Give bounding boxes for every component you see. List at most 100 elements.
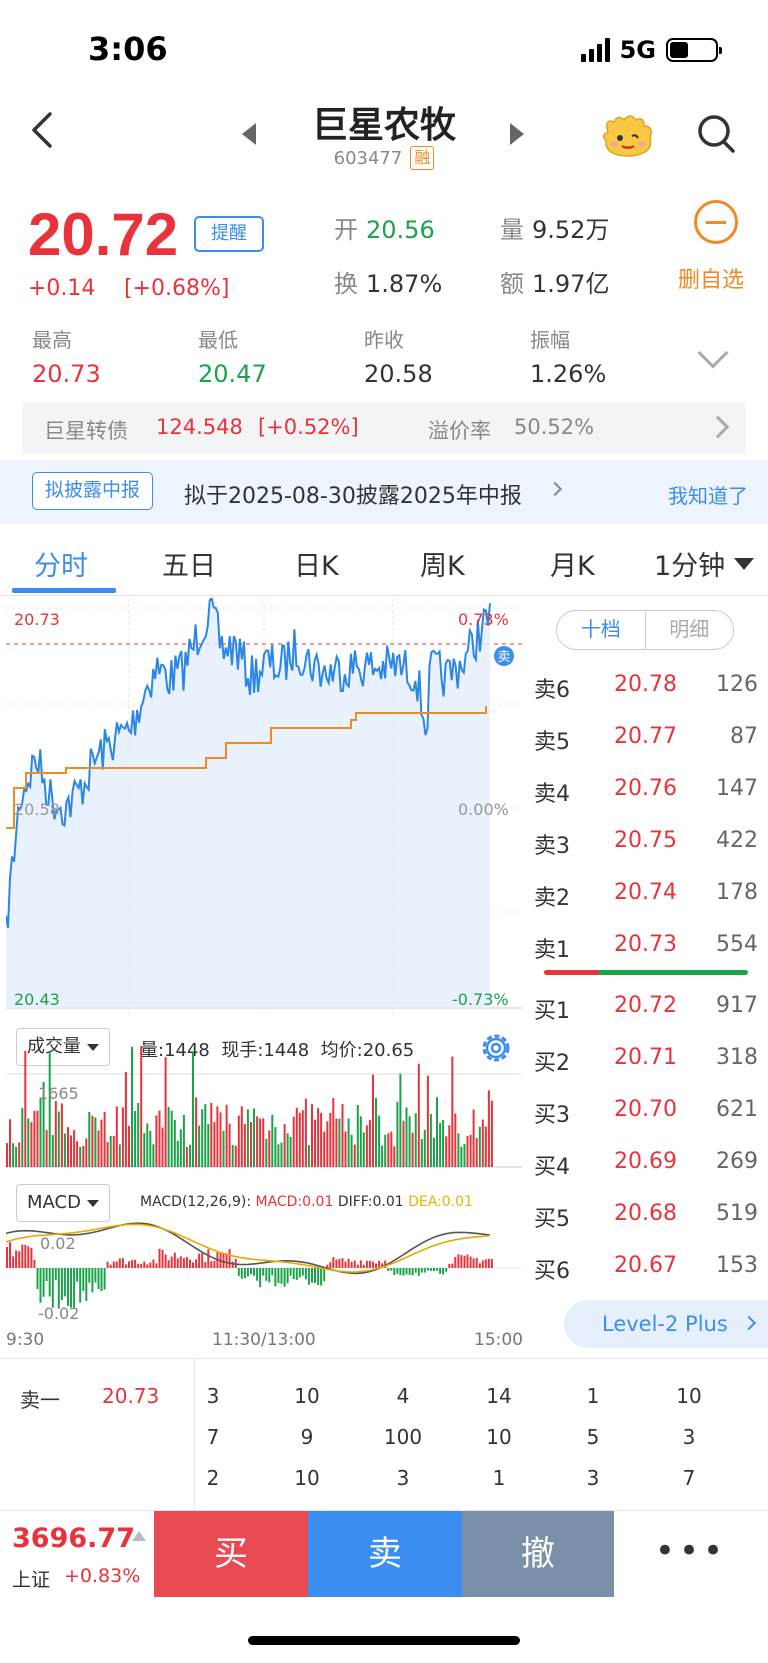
- macd-selector[interactable]: MACD: [16, 1184, 110, 1222]
- bid-row[interactable]: 买4 20.69 269: [534, 1149, 758, 1180]
- level-price: 20.69: [614, 1149, 677, 1174]
- volume-bars: [6, 1046, 522, 1168]
- price-line: [6, 598, 491, 929]
- chart-high-pct: 0.73%: [458, 610, 509, 629]
- dropdown-arrow-icon[interactable]: [734, 558, 754, 570]
- level-label: 卖3: [534, 834, 570, 859]
- bid-row[interactable]: 买3 20.70 621: [534, 1097, 758, 1128]
- ask-row[interactable]: 卖6 20.78 126: [534, 672, 758, 703]
- tab-five-day[interactable]: 五日: [162, 551, 216, 582]
- bid-row[interactable]: 买6 20.67 153: [534, 1253, 758, 1284]
- bid-row[interactable]: 买2 20.71 318: [534, 1045, 758, 1076]
- buy-button[interactable]: 买: [154, 1511, 308, 1597]
- ask-row[interactable]: 卖5 20.77 87: [534, 724, 758, 755]
- volume-max-label: 1665: [38, 1084, 79, 1103]
- level-price: 20.76: [614, 776, 677, 801]
- volume-info: 量:1448 现手:1448 均价:20.65: [140, 1040, 415, 1061]
- trade-size-cell: 3: [396, 1466, 410, 1490]
- prev-stock-icon[interactable]: [242, 123, 256, 145]
- sell-button[interactable]: 卖: [308, 1511, 462, 1597]
- trade-size-cell: 7: [206, 1425, 220, 1449]
- bond-price: 124.548: [156, 415, 243, 439]
- level-price: 20.68: [614, 1201, 677, 1226]
- cancel-order-button[interactable]: 撤: [462, 1511, 614, 1597]
- stock-code-row: 603477 融: [0, 146, 768, 170]
- home-indicator: [248, 1636, 520, 1645]
- index-up-arrow-icon: [132, 1531, 146, 1541]
- status-icons: 5G: [580, 36, 722, 64]
- level-volume: 917: [716, 993, 758, 1018]
- trade-size-cell: 100: [383, 1425, 423, 1449]
- trade-size-cell: 10: [294, 1466, 320, 1490]
- next-stock-icon[interactable]: [510, 123, 524, 145]
- time-midday: 11:30/13:00: [212, 1330, 316, 1350]
- trade-size-cell: 5: [586, 1425, 600, 1449]
- level2-button[interactable]: Level-2 Plus: [564, 1300, 768, 1348]
- chevron-right-icon: [547, 481, 563, 497]
- average-price-line: [6, 706, 487, 829]
- disclosure-notice[interactable]: 拟披露中报 拟于2025-08-30披露2025年中报 我知道了: [0, 460, 768, 524]
- level-volume: 178: [716, 880, 758, 905]
- settings-gear-icon[interactable]: [478, 1030, 514, 1066]
- time-close: 15:00: [474, 1330, 523, 1350]
- search-icon[interactable]: [696, 112, 736, 156]
- mascot-icon[interactable]: [600, 110, 656, 160]
- remove-watchlist-icon[interactable]: [694, 200, 738, 244]
- expand-chevron-icon[interactable]: [697, 337, 729, 369]
- level-volume: 554: [716, 932, 758, 957]
- notice-text[interactable]: 拟于2025-08-30披露2025年中报: [184, 484, 522, 509]
- prev-close-label: 昨收: [364, 328, 404, 352]
- ask-row[interactable]: 卖1 20.73 554: [534, 932, 758, 963]
- price-area: [6, 598, 490, 1008]
- trade-size-cell: 7: [682, 1466, 696, 1490]
- tab-one-minute[interactable]: 1分钟: [654, 551, 726, 582]
- sell-marker: 卖: [497, 650, 510, 665]
- trade-size-cell: 10: [676, 1384, 702, 1408]
- chart-low-pct: -0.73%: [452, 990, 509, 1009]
- ask-row[interactable]: 卖4 20.76 147: [534, 776, 758, 807]
- trade-size-cell: 1: [492, 1466, 506, 1490]
- chevron-right-icon: [741, 1315, 757, 1331]
- tab-intraday[interactable]: 分时: [34, 551, 88, 582]
- notice-tag: 拟披露中报: [32, 472, 154, 510]
- high-label: 最高: [32, 328, 72, 352]
- price-change: +0.14: [28, 276, 96, 301]
- remind-button[interactable]: 提醒: [194, 216, 264, 252]
- level-price: 20.71: [614, 1045, 677, 1070]
- tab-monthly-k[interactable]: 月K: [550, 551, 595, 582]
- signal-icon: [580, 38, 610, 62]
- bid-row[interactable]: 买1 20.72 917: [534, 993, 758, 1024]
- remove-watchlist-button[interactable]: 删自选: [678, 268, 745, 293]
- trade-size-cell: 9: [300, 1425, 314, 1449]
- tab-daily-k[interactable]: 日K: [294, 551, 339, 582]
- intraday-chart[interactable]: 卖: [6, 598, 522, 1018]
- tab-ten-levels[interactable]: 十档: [557, 611, 646, 649]
- bond-name: 巨星转债: [44, 419, 128, 443]
- ask-row[interactable]: 卖2 20.74 178: [534, 880, 758, 911]
- level-label: 买5: [534, 1207, 570, 1232]
- dismiss-button[interactable]: 我知道了: [668, 484, 748, 508]
- level-label: 买2: [534, 1051, 570, 1076]
- volume-selector[interactable]: 成交量: [16, 1028, 110, 1066]
- level-volume: 153: [716, 1253, 758, 1278]
- chart-tabs: 分时 五日 日K 周K 月K 1分钟: [0, 530, 768, 596]
- trade-size-cell: 2: [206, 1466, 220, 1490]
- high-value: 20.73: [32, 360, 101, 388]
- price-change-pct: [+0.68%]: [124, 276, 230, 301]
- tab-details[interactable]: 明细: [669, 617, 710, 641]
- tab-weekly-k[interactable]: 周K: [420, 551, 465, 582]
- index-value[interactable]: 3696.77: [12, 1523, 135, 1554]
- back-icon[interactable]: [28, 110, 58, 150]
- level-volume: 87: [730, 724, 758, 749]
- level-price: 20.74: [614, 880, 677, 905]
- ask-row[interactable]: 卖3 20.75 422: [534, 828, 758, 859]
- trade-size-cell: 4: [396, 1384, 410, 1408]
- more-button[interactable]: •••: [614, 1511, 768, 1597]
- convertible-bond-bar[interactable]: 巨星转债 124.548 [+0.52%] 溢价率 50.52%: [22, 402, 746, 454]
- level-volume: 147: [716, 776, 758, 801]
- order-book-tabs: 十档 明细: [556, 610, 734, 650]
- macd-bottom-label: -0.02: [38, 1304, 80, 1323]
- level-price: 20.78: [614, 672, 677, 697]
- bid-row[interactable]: 买5 20.68 519: [534, 1201, 758, 1232]
- current-price: 20.72: [28, 201, 179, 268]
